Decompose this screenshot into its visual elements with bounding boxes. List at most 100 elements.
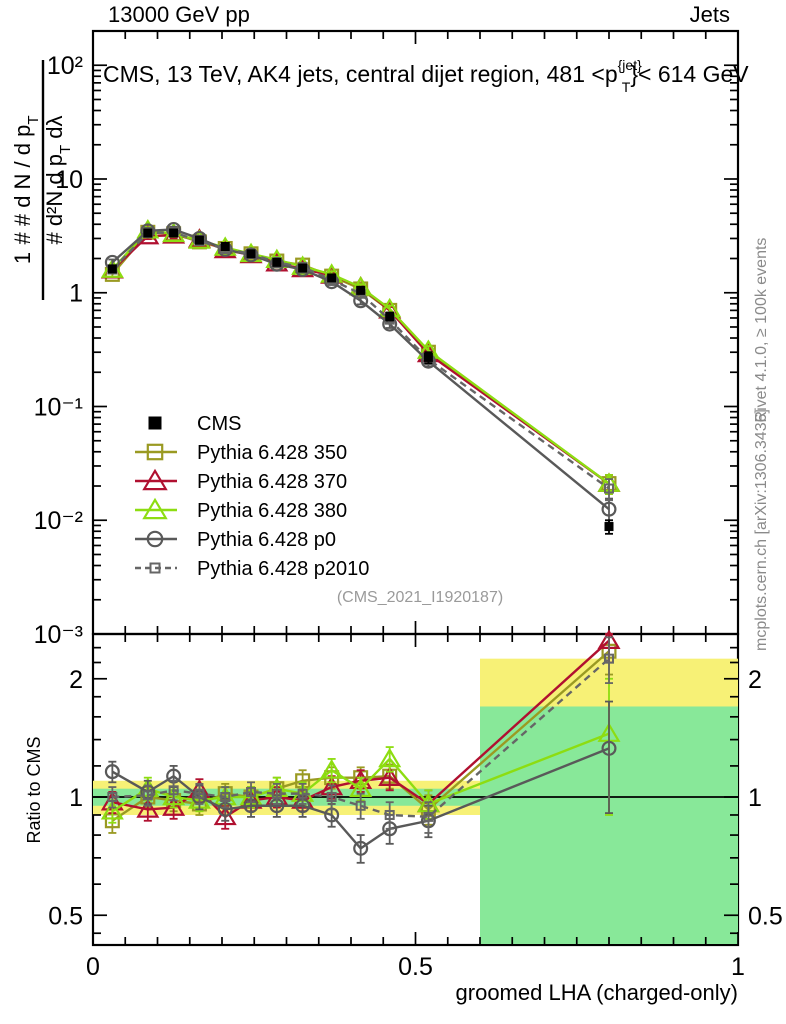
marker-small-square <box>604 653 614 664</box>
marker-filled-square <box>385 311 395 321</box>
legend-label: CMS <box>197 413 241 435</box>
y-tick-label: 10⁻¹ <box>34 393 83 421</box>
legend-label: Pythia 6.428 350 <box>197 442 347 464</box>
y-tick-label: 10 <box>55 166 83 194</box>
y-axis-denominator: # d²N d pT dλ <box>42 115 74 244</box>
marker-small-square <box>297 788 308 799</box>
ratio-y-tick-label: 2 <box>69 666 83 694</box>
marker-circle <box>104 764 120 780</box>
series-pythia-6-428-p0 <box>104 221 617 524</box>
marker-small-square <box>194 788 205 799</box>
marker-small-square <box>220 792 231 803</box>
ratio-y-tick-label-right: 1 <box>748 784 762 812</box>
ratio-series-layer <box>100 629 621 864</box>
legend-item-pythia-6-428-p0[interactable]: Pythia 6.428 p0 <box>135 529 336 551</box>
marker-filled-square <box>356 285 366 295</box>
marker-filled-square <box>272 257 282 267</box>
marker-filled-square <box>220 242 230 252</box>
series-line <box>111 231 610 490</box>
legend-label: Pythia 6.428 380 <box>197 500 347 522</box>
marker-small-square <box>246 786 257 797</box>
x-tick-label: 1 <box>731 953 745 981</box>
marker-filled-square <box>604 522 614 532</box>
y-axis-numerator: # # d N / d pT <box>10 115 42 244</box>
ratio-y-tick-label-right: 2 <box>748 666 762 694</box>
marker-triangle <box>142 468 168 491</box>
y-tick-label: 1 <box>69 280 83 308</box>
x-tick-label: 0.5 <box>398 953 433 981</box>
marker-small-square <box>326 792 337 803</box>
legend-item-pythia-6-428-p2010[interactable]: Pythia 6.428 p2010 <box>135 558 369 580</box>
marker-small-square <box>423 811 434 822</box>
marker-circle <box>353 840 369 856</box>
marker-small-square <box>107 792 118 803</box>
legend-label: Pythia 6.428 p2010 <box>197 558 369 580</box>
series-cms <box>107 228 614 535</box>
y-tick-label: 10⁻² <box>34 507 83 535</box>
marker-small-square <box>271 788 282 799</box>
marker-small-square <box>355 800 366 811</box>
marker-triangle <box>213 805 237 826</box>
marker-circle <box>243 247 259 263</box>
marker-triangle <box>100 800 124 820</box>
marker-small-square <box>142 790 153 801</box>
analysis-watermark: (CMS_2021_I1920187) <box>337 589 503 606</box>
side-label-mcplots: mcplots.cern.ch [arXiv:1306.3436] <box>753 409 770 651</box>
y-tick-label: 10⁻³ <box>34 621 83 649</box>
marker-small-square <box>168 785 179 796</box>
marker-triangle <box>320 759 344 779</box>
ratio-series-pythia-6-428-p2010 <box>107 636 614 834</box>
axis-ticks <box>92 30 739 945</box>
marker-filled-square <box>327 273 337 283</box>
marker-triangle <box>142 497 168 520</box>
marker-filled-square <box>143 228 153 238</box>
uncertainty-bands <box>93 658 738 944</box>
marker-filled-square <box>107 264 117 274</box>
marker-triangle <box>378 766 402 786</box>
legend-item-pythia-6-428-380[interactable]: Pythia 6.428 380 <box>135 497 347 522</box>
y-axis-one: 1 <box>10 252 35 264</box>
x-axis-label: groomed LHA (charged-only) <box>456 980 738 1005</box>
y-axis-label: # # d N / d pT # d²N d pT dλ 1 <box>10 60 74 300</box>
legend-item-pythia-6-428-370[interactable]: Pythia 6.428 370 <box>135 468 347 493</box>
marker-small-square <box>149 562 161 574</box>
side-label-rivet: Rivet 4.1.0, ≥ 100k events <box>753 238 770 423</box>
marker-filled-square <box>169 228 179 238</box>
plot-title: CMS, 13 TeV, AK4 jets, central dijet reg… <box>103 57 749 95</box>
main-series-layer <box>100 218 621 535</box>
marker-triangle <box>162 796 186 816</box>
legend-item-cms[interactable]: CMS <box>148 413 241 435</box>
marker-circle <box>601 740 617 756</box>
legend-item-pythia-6-428-350[interactable]: Pythia 6.428 350 <box>135 442 347 464</box>
marker-circle <box>601 501 617 517</box>
series-pythia-6-428-350 <box>104 224 617 495</box>
main-plot-frame <box>91 29 740 636</box>
x-tick-label: 0 <box>86 953 100 981</box>
marker-triangle <box>136 798 160 818</box>
header-beam-label: 13000 GeV pp <box>108 2 250 27</box>
series-line <box>111 228 610 485</box>
legend-label: Pythia 6.428 370 <box>197 471 347 493</box>
series-pythia-6-428-p2010 <box>107 227 614 502</box>
legend[interactable]: CMS Pythia 6.428 350 Pythia 6.428 370 Pythi… <box>135 413 369 580</box>
series-line <box>111 231 610 485</box>
marker-small-square <box>384 809 395 820</box>
legend-label: Pythia 6.428 p0 <box>197 529 336 551</box>
marker-filled-square <box>194 235 204 245</box>
marker-filled-square <box>423 352 433 362</box>
marker-triangle <box>162 785 186 806</box>
ratio-axis-label: Ratio to CMS <box>24 736 44 843</box>
marker-square <box>146 443 164 461</box>
marker-small-square <box>604 483 614 494</box>
header-category-label: Jets <box>690 2 730 27</box>
marker-filled-square <box>298 263 308 273</box>
series-line <box>111 228 610 511</box>
y-tick-label: 10² <box>47 52 83 80</box>
marker-circle <box>146 530 164 548</box>
ratio-y-tick-label: 0.5 <box>48 902 83 930</box>
ratio-y-tick-label: 1 <box>69 784 83 812</box>
marker-filled-square <box>246 249 256 259</box>
